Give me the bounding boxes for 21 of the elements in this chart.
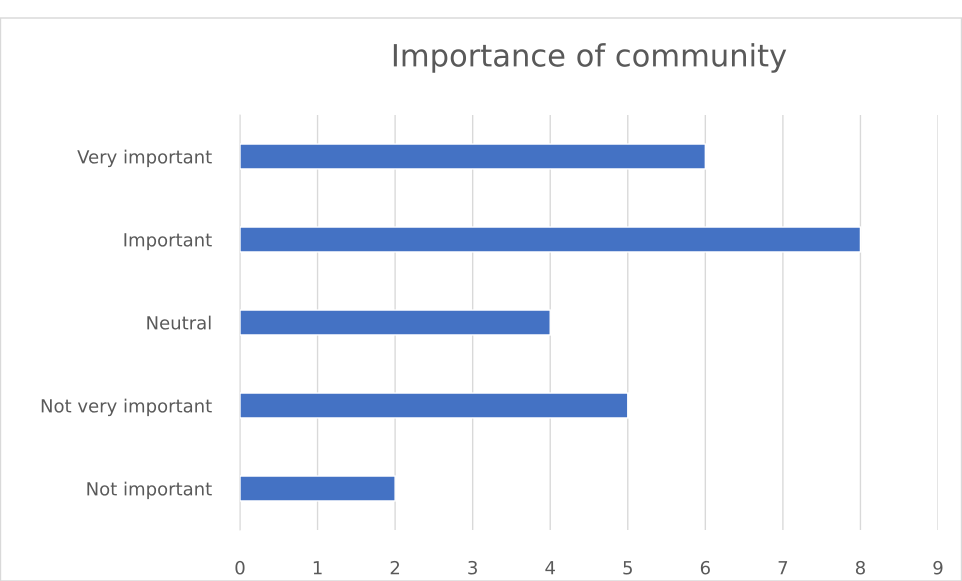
- x-tick-label: 8: [856, 560, 865, 575]
- bar: [240, 392, 628, 419]
- y-tick-label: Not very important: [42, 398, 212, 416]
- chart-title: Importance of community: [394, 43, 786, 73]
- y-tick-label: Neutral: [147, 316, 211, 330]
- x-tick-label: 1: [314, 561, 322, 574]
- y-tick-label: Very important: [77, 150, 212, 168]
- x-tick-label: 4: [545, 561, 555, 574]
- x-tick-label: 7: [778, 561, 788, 574]
- bar: [240, 309, 551, 336]
- x-tick-label: 6: [700, 560, 710, 575]
- x-tick-label: 9: [933, 560, 942, 575]
- x-tick-label: 3: [468, 560, 477, 575]
- bar: [240, 226, 862, 253]
- x-tick-label: 2: [390, 560, 400, 574]
- y-tick-label: Not important: [87, 482, 212, 500]
- bar: [240, 143, 706, 170]
- y-tick-label: Important: [124, 233, 212, 250]
- x-tick-label: 0: [235, 560, 245, 575]
- bar: [240, 475, 396, 502]
- x-tick-label: 5: [623, 561, 632, 575]
